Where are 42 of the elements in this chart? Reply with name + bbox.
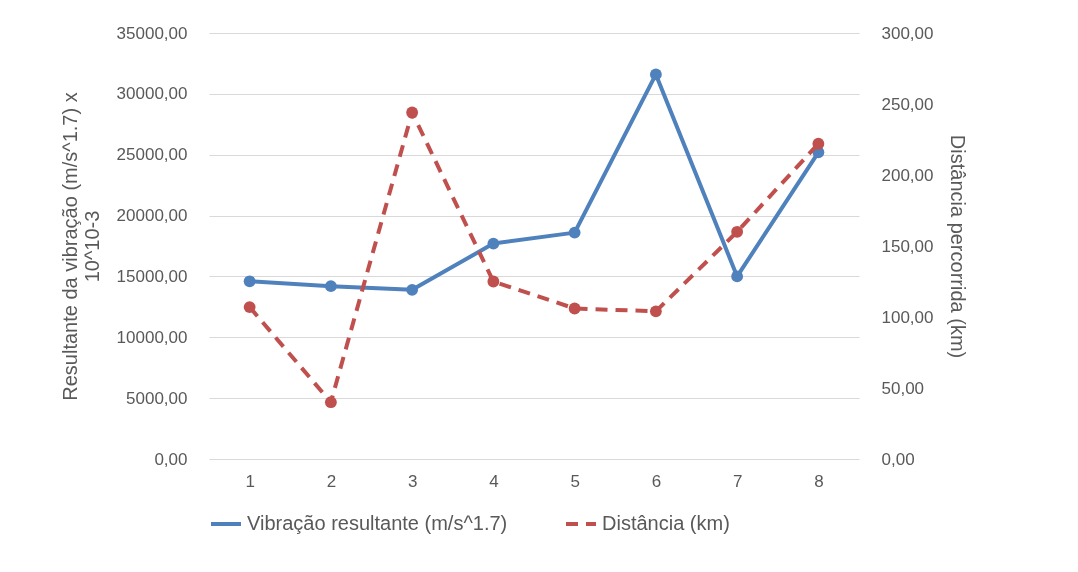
y-axis-title: Resultante da vibração (m/s^1.7) x 10^10-3 — [58, 92, 103, 401]
y-tick-label: 5000,00 — [126, 388, 188, 408]
x-tick-label: 6 — [651, 471, 662, 491]
point — [568, 302, 581, 315]
x-tick-label: 7 — [732, 471, 743, 491]
y2-tick-label: 100,00 — [881, 307, 934, 327]
y-tick-label: 0,00 — [154, 449, 188, 469]
y-tick-label: 30000,00 — [116, 84, 188, 104]
y2-tick-label: 150,00 — [881, 236, 934, 256]
legend-label: Distância (km) — [602, 512, 730, 534]
point — [243, 301, 256, 313]
y2-tick-label: 0,00 — [881, 449, 915, 469]
x-tick-label: 8 — [814, 471, 824, 491]
point — [324, 280, 337, 293]
point — [649, 305, 662, 318]
y-tick-label: 20000,00 — [116, 206, 188, 226]
y2-tick-label: 50,00 — [881, 378, 925, 398]
point — [731, 270, 744, 283]
y2-tick-label: 300,00 — [881, 23, 934, 43]
y2-tick-label: 250,00 — [881, 94, 934, 114]
point — [243, 275, 256, 288]
legend-label: Vibração resultante (m/s^1.7) — [247, 512, 508, 534]
y-tick-label: 35000,00 — [116, 23, 188, 43]
x-tick-label: 5 — [570, 471, 580, 491]
y-tick-label: 15000,00 — [116, 266, 188, 286]
y2-axis-title: Distância percorrida (km) — [947, 134, 970, 359]
x-tick-label: 2 — [326, 471, 337, 491]
y2-tick-label: 200,00 — [881, 165, 934, 185]
point — [649, 68, 662, 81]
point — [406, 106, 419, 119]
y-tick-label: 25000,00 — [116, 145, 188, 165]
point — [812, 137, 825, 150]
x-tick-label: 4 — [489, 471, 499, 491]
x-tick-label: 3 — [407, 471, 418, 491]
y-tick-label: 10000,00 — [116, 327, 188, 347]
point — [487, 237, 500, 250]
x-tick-label: 1 — [245, 471, 255, 491]
point — [406, 283, 419, 296]
point — [731, 225, 744, 238]
point — [324, 396, 337, 409]
point — [568, 226, 581, 239]
point — [487, 275, 500, 288]
